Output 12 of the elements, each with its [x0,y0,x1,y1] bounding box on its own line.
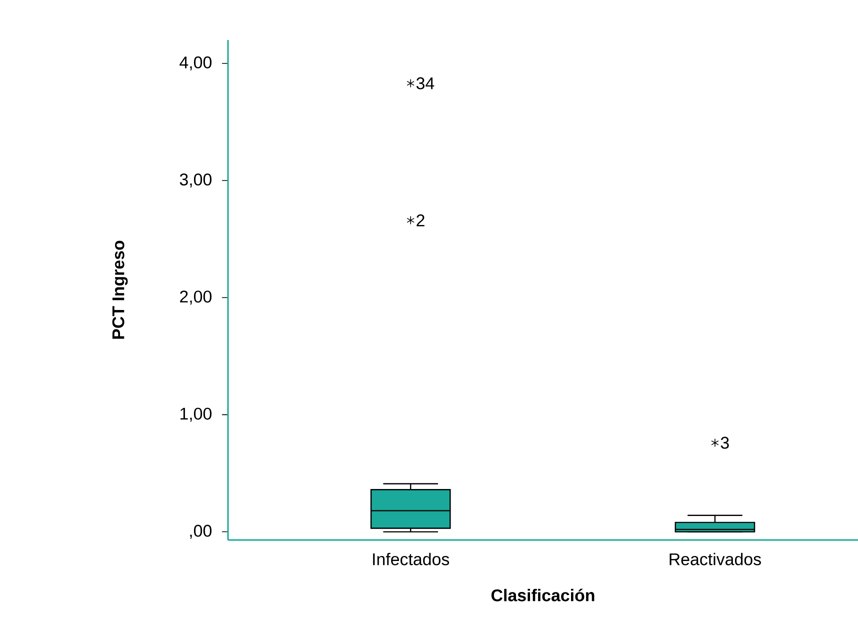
x-tick-label: Infectados [373,552,450,566]
y-tick-label: ,00 [190,524,212,539]
annotation: 34 [416,77,434,90]
annotation: 3 [720,436,729,449]
y-tick-label: 3,00 [180,174,212,188]
y-tick-label: 2,00 [180,290,212,305]
annotation: 2 [416,214,424,226]
y-tick-label: 4,00 [180,56,212,70]
y-tick-label: 1,00 [180,408,212,422]
y-axis-title: PCT Ingreso [112,240,128,339]
x-axis-title: Clasificación [491,588,594,602]
x-tick-label: Reactivados [670,552,761,566]
